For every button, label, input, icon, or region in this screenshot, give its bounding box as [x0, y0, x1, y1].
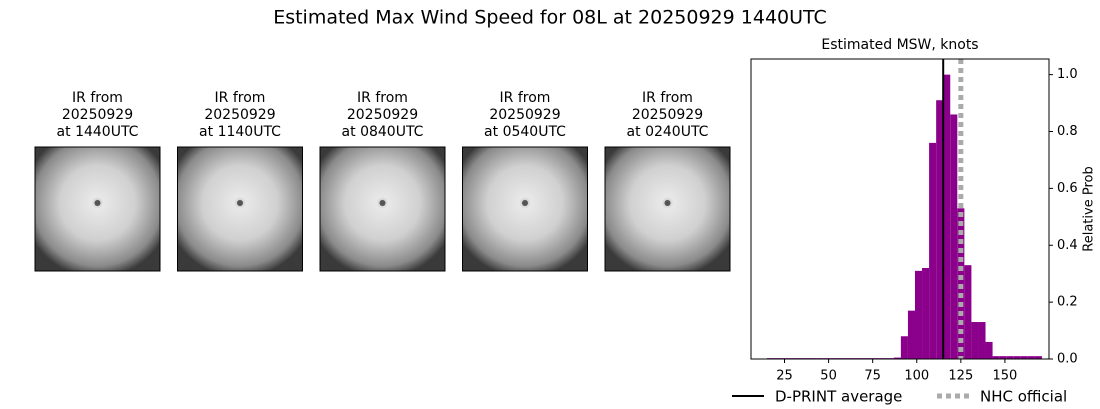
panel-title: 20250929 — [62, 107, 133, 123]
bar — [900, 336, 908, 359]
bar — [907, 310, 915, 359]
satellite-image — [34, 146, 161, 272]
satellite-image — [319, 146, 446, 272]
bar — [1027, 356, 1035, 359]
storm-eye — [237, 200, 243, 206]
bar — [893, 357, 901, 359]
x-tick-label: 125 — [948, 369, 973, 384]
bar — [992, 356, 1000, 359]
satellite-image — [604, 146, 731, 272]
y-tick-label: 0.2 — [1057, 295, 1078, 310]
y-tick-label: 0.8 — [1057, 124, 1078, 139]
panel-title: at 0240UTC — [627, 124, 709, 140]
bar — [922, 268, 930, 359]
bar — [978, 322, 986, 359]
panel-title: 20250929 — [632, 107, 703, 123]
y-tick-label: 0.4 — [1057, 238, 1078, 253]
bar — [985, 341, 993, 359]
bar — [1034, 356, 1042, 359]
panel-title: IR from — [642, 90, 693, 106]
storm-eye — [664, 200, 671, 206]
figure-title: Estimated Max Wind Speed for 08L at 2025… — [273, 7, 827, 29]
satellite-image — [177, 146, 303, 272]
panel-title: 20250929 — [204, 107, 275, 123]
x-tick-label: 100 — [904, 369, 929, 384]
y-tick-label: 1.0 — [1057, 67, 1078, 82]
bar — [1020, 356, 1028, 359]
x-tick-label: 75 — [864, 369, 881, 384]
satellite-image — [462, 146, 588, 272]
x-tick-label: 150 — [993, 369, 1018, 384]
panel-title: IR from — [72, 90, 123, 106]
bar — [1013, 356, 1021, 359]
chart-title: Estimated MSW, knots — [821, 37, 978, 53]
bar — [914, 270, 923, 359]
bar — [971, 322, 979, 359]
y-axis-label: Relative Prob — [1082, 166, 1097, 251]
bar — [929, 142, 937, 359]
bar — [1006, 356, 1014, 359]
storm-eye — [522, 200, 528, 206]
bar — [964, 265, 972, 359]
storm-eye — [379, 200, 386, 206]
y-tick-label: 0.0 — [1057, 352, 1078, 367]
y-tick-label: 0.6 — [1057, 181, 1078, 196]
panel-title: 20250929 — [347, 107, 418, 123]
x-tick-label: 50 — [820, 369, 837, 384]
panel-title: IR from — [357, 90, 408, 106]
bar — [943, 74, 951, 360]
panel-title: at 0540UTC — [484, 124, 566, 140]
legend-label: D-PRINT average — [775, 388, 902, 406]
panel-title: IR from — [215, 90, 266, 106]
legend-label: NHC official — [980, 388, 1067, 406]
panel-title: at 0840UTC — [342, 124, 424, 140]
x-tick-label: 25 — [776, 369, 793, 384]
panel-title: at 1440UTC — [57, 124, 139, 140]
bar — [957, 208, 965, 359]
storm-eye — [94, 200, 101, 206]
plot-frame — [750, 58, 1050, 360]
bar — [950, 114, 958, 360]
bar — [999, 356, 1007, 359]
panel-title: IR from — [500, 90, 551, 106]
panel-title: 20250929 — [489, 107, 560, 123]
panel-title: at 1140UTC — [199, 124, 281, 140]
bar — [936, 100, 944, 359]
